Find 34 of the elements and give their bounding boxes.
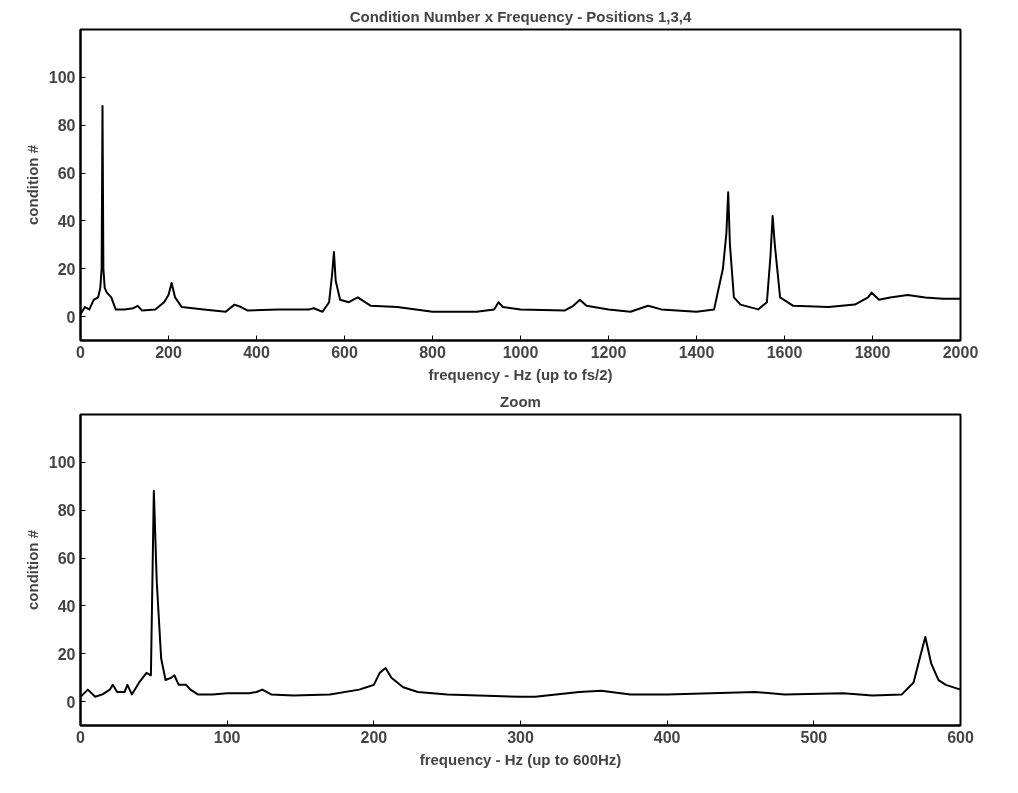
x-tick-label: 800 xyxy=(419,343,446,361)
x-tick-label: 500 xyxy=(800,728,828,746)
y-axis-title: condition # xyxy=(23,529,41,610)
y-tick-label: 20 xyxy=(57,645,76,663)
x-tick-label: 1800 xyxy=(854,343,891,361)
x-tick-label: 200 xyxy=(360,728,388,746)
x-tick-label: 600 xyxy=(947,728,974,746)
x-axis-title: frequency - Hz (up to fs/2) xyxy=(428,365,613,383)
x-tick-label: 1600 xyxy=(766,343,803,361)
x-tick-label: 100 xyxy=(213,728,241,746)
x-tick-label: 1000 xyxy=(502,343,539,361)
x-tick-label: 400 xyxy=(653,728,681,746)
x-axis-title: frequency - Hz (up to 600Hz) xyxy=(419,750,622,768)
y-tick-label: 100 xyxy=(48,454,76,472)
y-tick-label: 20 xyxy=(57,260,76,278)
x-tick-label: 1200 xyxy=(590,343,627,361)
y-tick-label: 0 xyxy=(66,693,76,711)
chart-title: Condition Number x Frequency - Positions 1,3,4 xyxy=(349,7,693,25)
x-tick-label: 2000 xyxy=(942,343,979,361)
y-tick-label: 0 xyxy=(66,308,76,326)
y-tick-label: 80 xyxy=(57,502,76,520)
y-tick-label: 40 xyxy=(57,212,76,230)
y-tick-label: 60 xyxy=(57,165,76,183)
chart-title: Zoom xyxy=(500,392,541,410)
y-tick-label: 100 xyxy=(48,69,76,87)
y-axis-title: condition # xyxy=(23,144,41,225)
x-tick-label: 200 xyxy=(155,343,182,361)
y-tick-label: 80 xyxy=(57,117,76,135)
x-tick-label: 600 xyxy=(331,343,358,361)
x-tick-label: 400 xyxy=(243,343,270,361)
y-tick-label: 40 xyxy=(57,597,76,615)
x-tick-label: 300 xyxy=(507,728,534,746)
x-tick-label: 1400 xyxy=(678,343,715,361)
y-tick-label: 60 xyxy=(57,550,76,568)
